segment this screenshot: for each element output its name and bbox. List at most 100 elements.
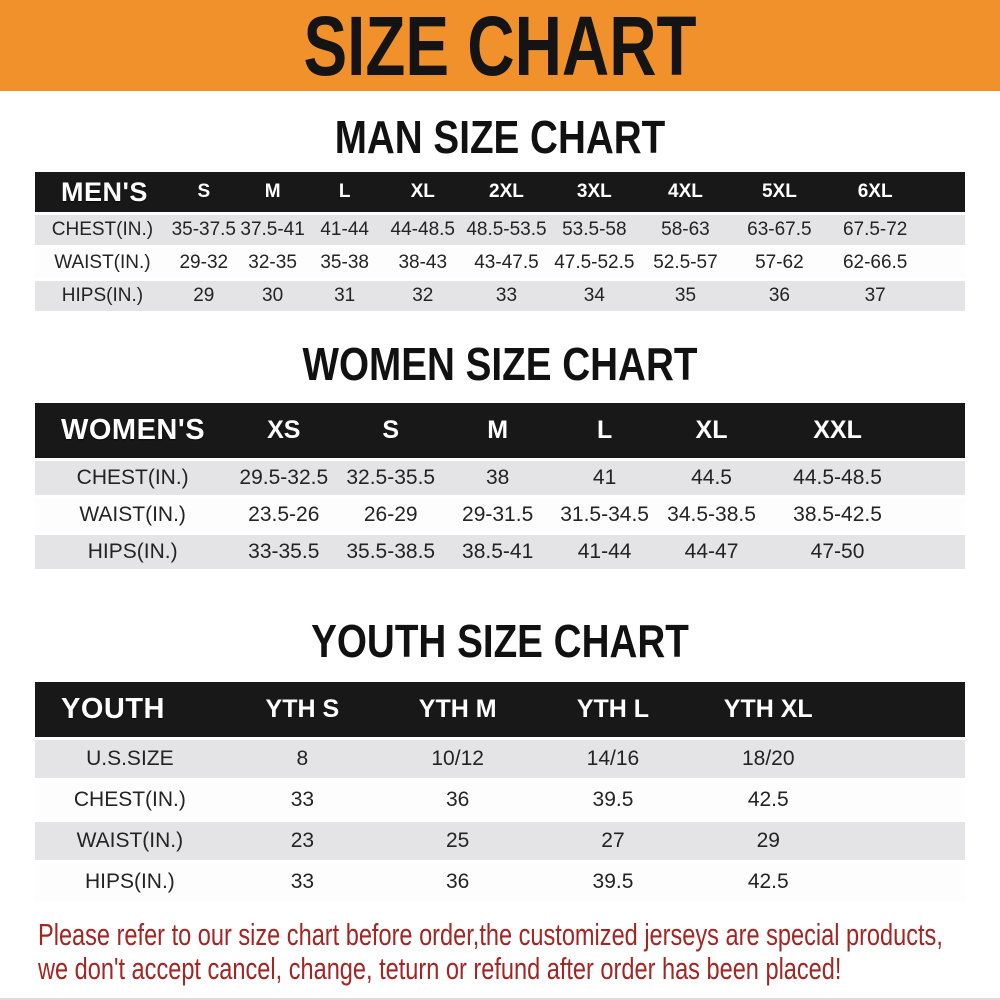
- table-row: HIPS(IN.) 33 36 39.5 42.5: [35, 863, 965, 901]
- size-value-cell: 35.5-38.5: [337, 535, 445, 569]
- size-value-cell: 35-38: [307, 248, 382, 278]
- group-label-cell: YOUTH: [35, 682, 225, 737]
- table-row: CHEST(IN.) 33 36 39.5 42.5: [35, 781, 965, 819]
- size-chart-sections: MAN SIZE CHART MEN'S S M L XL 2XL 3XL 4XL 5XL 6XL C…: [0, 114, 1000, 904]
- row-filler-cell: [910, 535, 965, 569]
- row-label-cell: WAIST(IN.): [35, 822, 225, 860]
- disclaimer-line-2: we don't accept cancel, change, teturn o…: [38, 951, 842, 986]
- size-value-cell: 34: [549, 281, 640, 311]
- size-column-header: YTH S: [224, 682, 381, 737]
- table-row: WAIST(IN.) 23 25 27 29: [35, 822, 965, 860]
- group-label-cell: MEN'S: [35, 172, 170, 212]
- size-value-cell: 57-62: [731, 248, 828, 278]
- size-value-cell: 44-47: [658, 535, 765, 569]
- size-value-cell: 29-32: [169, 248, 238, 278]
- row-filler-cell: [845, 863, 965, 901]
- size-value-cell: 53.5-58: [549, 215, 640, 245]
- size-value-cell: 29: [169, 281, 238, 311]
- size-value-cell: 38-43: [381, 248, 464, 278]
- size-value-cell: 44.5-48.5: [765, 461, 911, 495]
- size-value-cell: 42.5: [690, 863, 846, 901]
- size-value-cell: 43-47.5: [463, 248, 550, 278]
- disclaimer-line-1: Please refer to our size chart before or…: [38, 917, 943, 952]
- size-column-header: 3XL: [549, 172, 640, 212]
- size-value-cell: 27: [535, 822, 691, 860]
- size-value-cell: 25: [380, 822, 536, 860]
- row-filler-cell: [910, 498, 965, 532]
- table-row: WAIST(IN.) 29-32 32-35 35-38 38-43 43-47.5 47.…: [35, 248, 965, 278]
- row-label-cell: CHEST(IN.): [35, 215, 170, 245]
- table-row: CHEST(IN.) 35-37.5 37.5-41 41-44 44-48.5 48.5…: [35, 215, 965, 245]
- size-table-men: MEN'S S M L XL 2XL 3XL 4XL 5XL 6XL CHEST(IN.) 35-37…: [35, 169, 965, 314]
- size-value-cell: 67.5-72: [827, 215, 924, 245]
- size-value-cell: 33: [224, 863, 381, 901]
- size-value-cell: 39.5: [535, 863, 691, 901]
- section-title-men: MAN SIZE CHART: [334, 111, 666, 163]
- row-filler-cell: [845, 740, 965, 778]
- size-column-header: YTH XL: [690, 682, 846, 737]
- size-value-cell: 31: [307, 281, 382, 311]
- size-value-cell: 36: [380, 863, 536, 901]
- size-column-header: M: [237, 172, 308, 212]
- size-value-cell: 29-31.5: [444, 498, 552, 532]
- size-value-cell: 29: [690, 822, 846, 860]
- size-value-cell: 38: [444, 461, 552, 495]
- size-column-header: M: [444, 403, 552, 458]
- size-value-cell: 52.5-57: [639, 248, 732, 278]
- size-value-cell: 47.5-52.5: [549, 248, 640, 278]
- section-title-women: WOMEN SIZE CHART: [302, 338, 698, 390]
- size-column-header: XL: [381, 172, 464, 212]
- size-table-women: WOMEN'S XS S M L XL XXL CHEST(IN.) 29.5-32.5 32.5…: [35, 400, 965, 572]
- size-column-header: L: [307, 172, 382, 212]
- size-value-cell: 33: [224, 781, 381, 819]
- table-row: HIPS(IN.) 33-35.5 35.5-38.5 38.5-41 41-44 44-…: [35, 535, 965, 569]
- size-column-header: YTH M: [380, 682, 536, 737]
- size-value-cell: 44.5: [658, 461, 765, 495]
- size-value-cell: 33-35.5: [230, 535, 338, 569]
- size-column-header: 6XL: [827, 172, 924, 212]
- row-label-cell: WAIST(IN.): [35, 248, 170, 278]
- group-label-cell: WOMEN'S: [35, 403, 231, 458]
- size-value-cell: 48.5-53.5: [463, 215, 550, 245]
- size-column-header: L: [551, 403, 659, 458]
- size-value-cell: 18/20: [690, 740, 846, 778]
- table-header-row: MEN'S S M L XL 2XL 3XL 4XL 5XL 6XL: [35, 172, 965, 212]
- size-value-cell: 37.5-41: [237, 215, 308, 245]
- size-column-header: XS: [230, 403, 338, 458]
- row-label-cell: HIPS(IN.): [35, 535, 231, 569]
- size-value-cell: 41-44: [551, 535, 659, 569]
- row-filler-cell: [923, 281, 965, 311]
- header-filler-cell: [910, 403, 965, 458]
- header-filler-cell: [923, 172, 965, 212]
- table-row: HIPS(IN.) 29 30 31 32 33 34 35 36 37: [35, 281, 965, 311]
- size-value-cell: 36: [380, 781, 536, 819]
- row-filler-cell: [845, 781, 965, 819]
- size-value-cell: 37: [827, 281, 924, 311]
- table-header-row: WOMEN'S XS S M L XL XXL: [35, 403, 965, 458]
- row-filler-cell: [923, 215, 965, 245]
- size-value-cell: 33: [463, 281, 550, 311]
- row-filler-cell: [845, 822, 965, 860]
- size-value-cell: 8: [224, 740, 381, 778]
- size-value-cell: 42.5: [690, 781, 846, 819]
- size-value-cell: 32.5-35.5: [337, 461, 445, 495]
- header-filler-cell: [845, 682, 965, 737]
- size-value-cell: 23: [224, 822, 381, 860]
- table-row: CHEST(IN.) 29.5-32.5 32.5-35.5 38 41 44.5 44.5…: [35, 461, 965, 495]
- section-title-youth: YOUTH SIZE CHART: [311, 615, 689, 667]
- section-women: WOMEN SIZE CHART WOMEN'S XS S M L XL XXL CHEST(I…: [35, 341, 965, 572]
- banner-title: SIZE CHART: [303, 0, 697, 93]
- size-column-header: 5XL: [731, 172, 828, 212]
- table-row: U.S.SIZE 8 10/12 14/16 18/20: [35, 740, 965, 778]
- size-value-cell: 29.5-32.5: [230, 461, 338, 495]
- size-value-cell: 58-63: [639, 215, 732, 245]
- size-column-header: 2XL: [463, 172, 550, 212]
- size-value-cell: 32: [381, 281, 464, 311]
- row-filler-cell: [923, 248, 965, 278]
- size-table-youth: YOUTH YTH S YTH M YTH L YTH XL U.S.SIZE 8 10/12…: [35, 679, 965, 904]
- row-label-cell: U.S.SIZE: [35, 740, 225, 778]
- size-column-header: YTH L: [535, 682, 691, 737]
- size-value-cell: 47-50: [765, 535, 911, 569]
- size-value-cell: 44-48.5: [381, 215, 464, 245]
- size-value-cell: 41: [551, 461, 659, 495]
